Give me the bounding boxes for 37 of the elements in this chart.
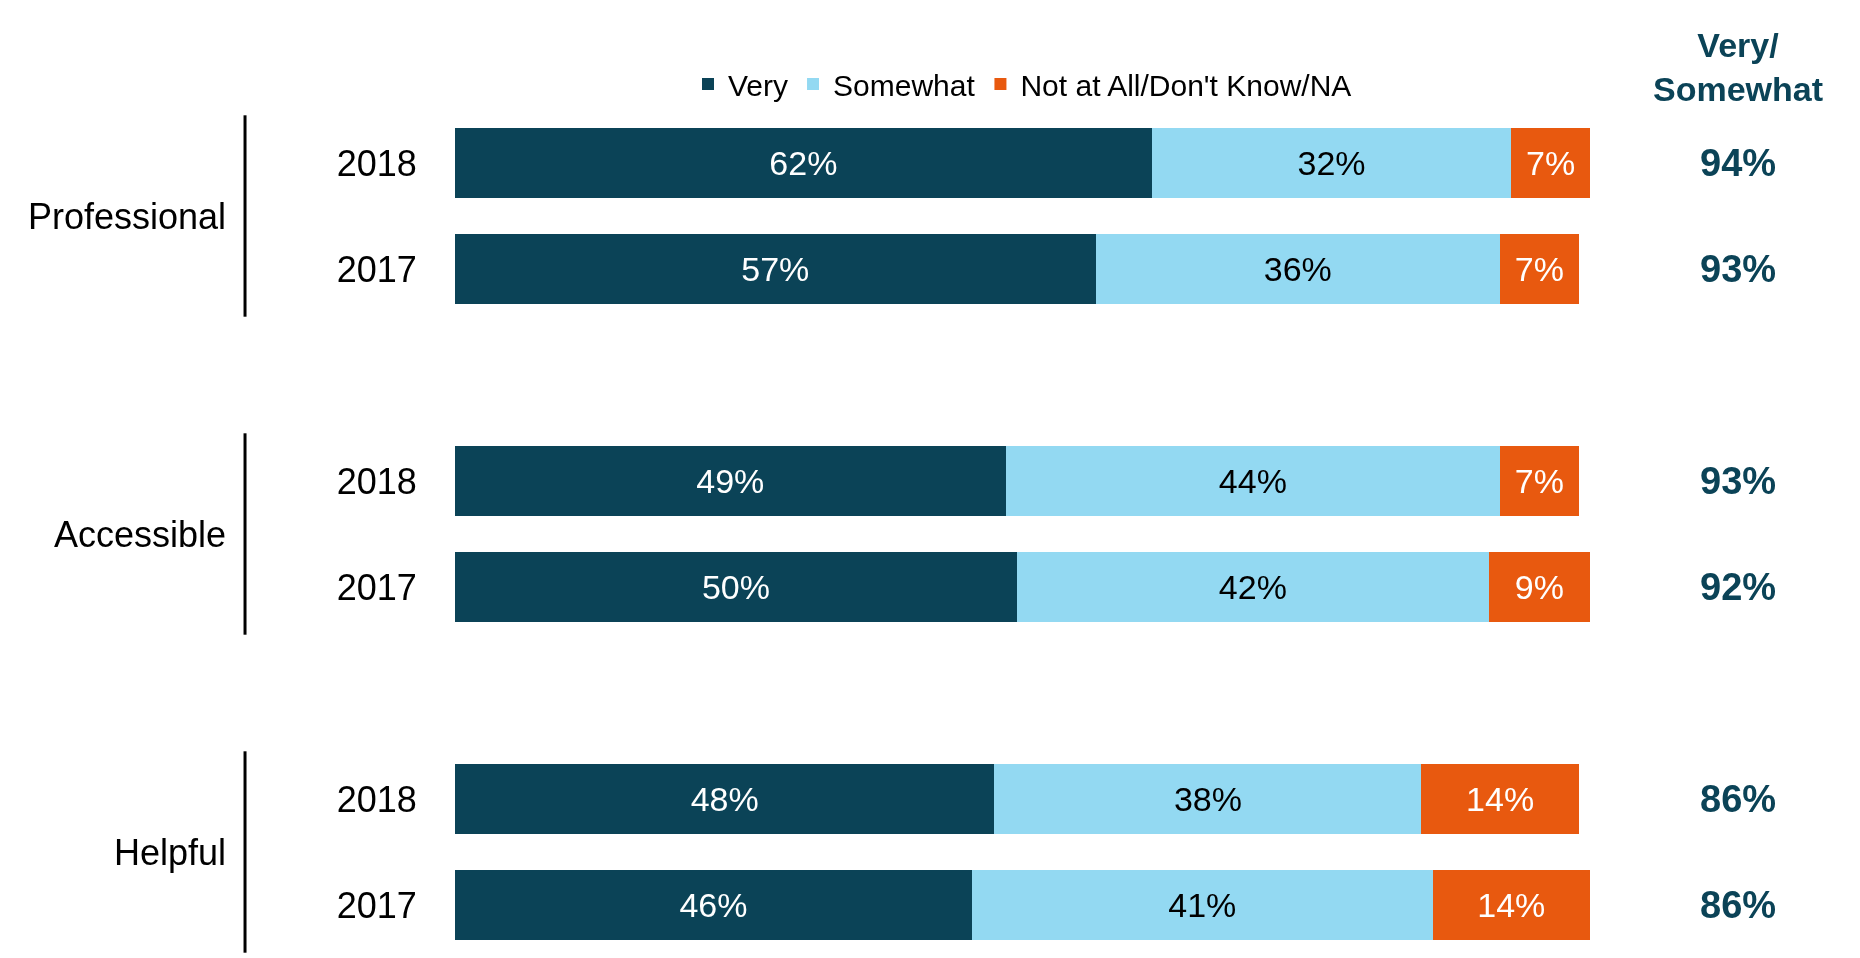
y-tick-label: 2017	[336, 884, 417, 926]
y-tick-label: 2017	[336, 248, 417, 290]
text: 86%	[1700, 884, 1777, 926]
text: 94%	[1700, 142, 1777, 184]
data-label: 9%	[1514, 568, 1564, 606]
y-tick-label: 2018	[336, 142, 417, 184]
text: 92%	[1700, 566, 1777, 608]
data-label: 48%	[690, 780, 759, 818]
data-label: 44%	[1218, 462, 1287, 500]
y-tick-label: 2017	[336, 566, 417, 608]
data-label: 42%	[1218, 568, 1287, 606]
y-tick-label: 2018	[336, 778, 417, 820]
data-label: 32%	[1297, 144, 1366, 182]
text: 86%	[1700, 778, 1777, 820]
text: 93%	[1700, 248, 1777, 290]
text: Professional	[28, 196, 227, 237]
data-label: 57%	[741, 250, 810, 288]
text: Very/ Somewhat	[1653, 26, 1824, 109]
text: Helpful	[114, 832, 227, 873]
data-label: 14%	[1477, 886, 1546, 924]
text: Accessible	[54, 514, 227, 555]
text: 93%	[1700, 460, 1777, 502]
legend-label: Not at All/Don't Know/NA	[1020, 68, 1352, 102]
data-label: 7%	[1514, 462, 1564, 500]
data-label: 62%	[769, 144, 838, 182]
data-label: 7%	[1526, 144, 1576, 182]
data-label: 50%	[701, 568, 770, 606]
legend-label: Somewhat	[833, 68, 976, 102]
data-label: 41%	[1168, 886, 1237, 924]
legend-label: Very	[728, 68, 789, 102]
data-label: 49%	[696, 462, 765, 500]
data-label: 7%	[1514, 250, 1564, 288]
data-label: 14%	[1466, 780, 1535, 818]
y-tick-label: 2018	[336, 460, 417, 502]
data-label: 38%	[1173, 780, 1242, 818]
data-label: 36%	[1263, 250, 1332, 288]
data-label: 46%	[679, 886, 748, 924]
